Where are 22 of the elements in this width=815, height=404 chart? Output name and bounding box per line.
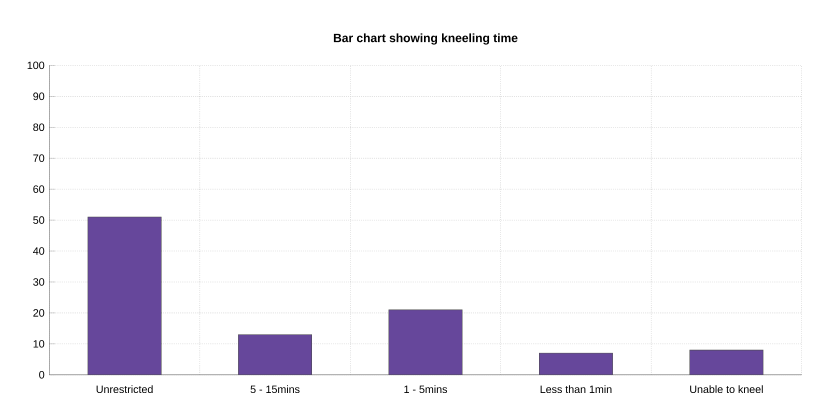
y-tick-label: 70 xyxy=(33,154,44,162)
chart-title: Bar chart showing kneeling time xyxy=(334,33,518,45)
x-tick-label: Unrestricted xyxy=(96,385,153,393)
x-tick-label: Less than 1min xyxy=(540,385,612,393)
y-tick-label: 90 xyxy=(33,92,44,100)
y-tick-label: 20 xyxy=(33,309,44,317)
y-tick-label: 100 xyxy=(28,62,44,70)
bar xyxy=(88,216,162,375)
y-tick-label: 0 xyxy=(39,370,44,379)
x-tick-label: Unable to kneel xyxy=(690,385,763,393)
y-tick-label: 30 xyxy=(33,278,44,286)
x-tick-label: 1 - 5mins xyxy=(404,385,448,393)
y-tick-label: 60 xyxy=(33,185,44,193)
y-tick-label: 80 xyxy=(33,123,44,131)
x-tick-label: 5 - 15mins xyxy=(250,385,300,393)
bar xyxy=(689,350,764,375)
y-tick-label: 50 xyxy=(33,216,44,224)
y-tick-label: 10 xyxy=(34,340,44,348)
y-tick-label: 40 xyxy=(33,247,44,255)
bar xyxy=(238,334,312,375)
bar xyxy=(539,352,613,375)
bar xyxy=(388,309,462,375)
